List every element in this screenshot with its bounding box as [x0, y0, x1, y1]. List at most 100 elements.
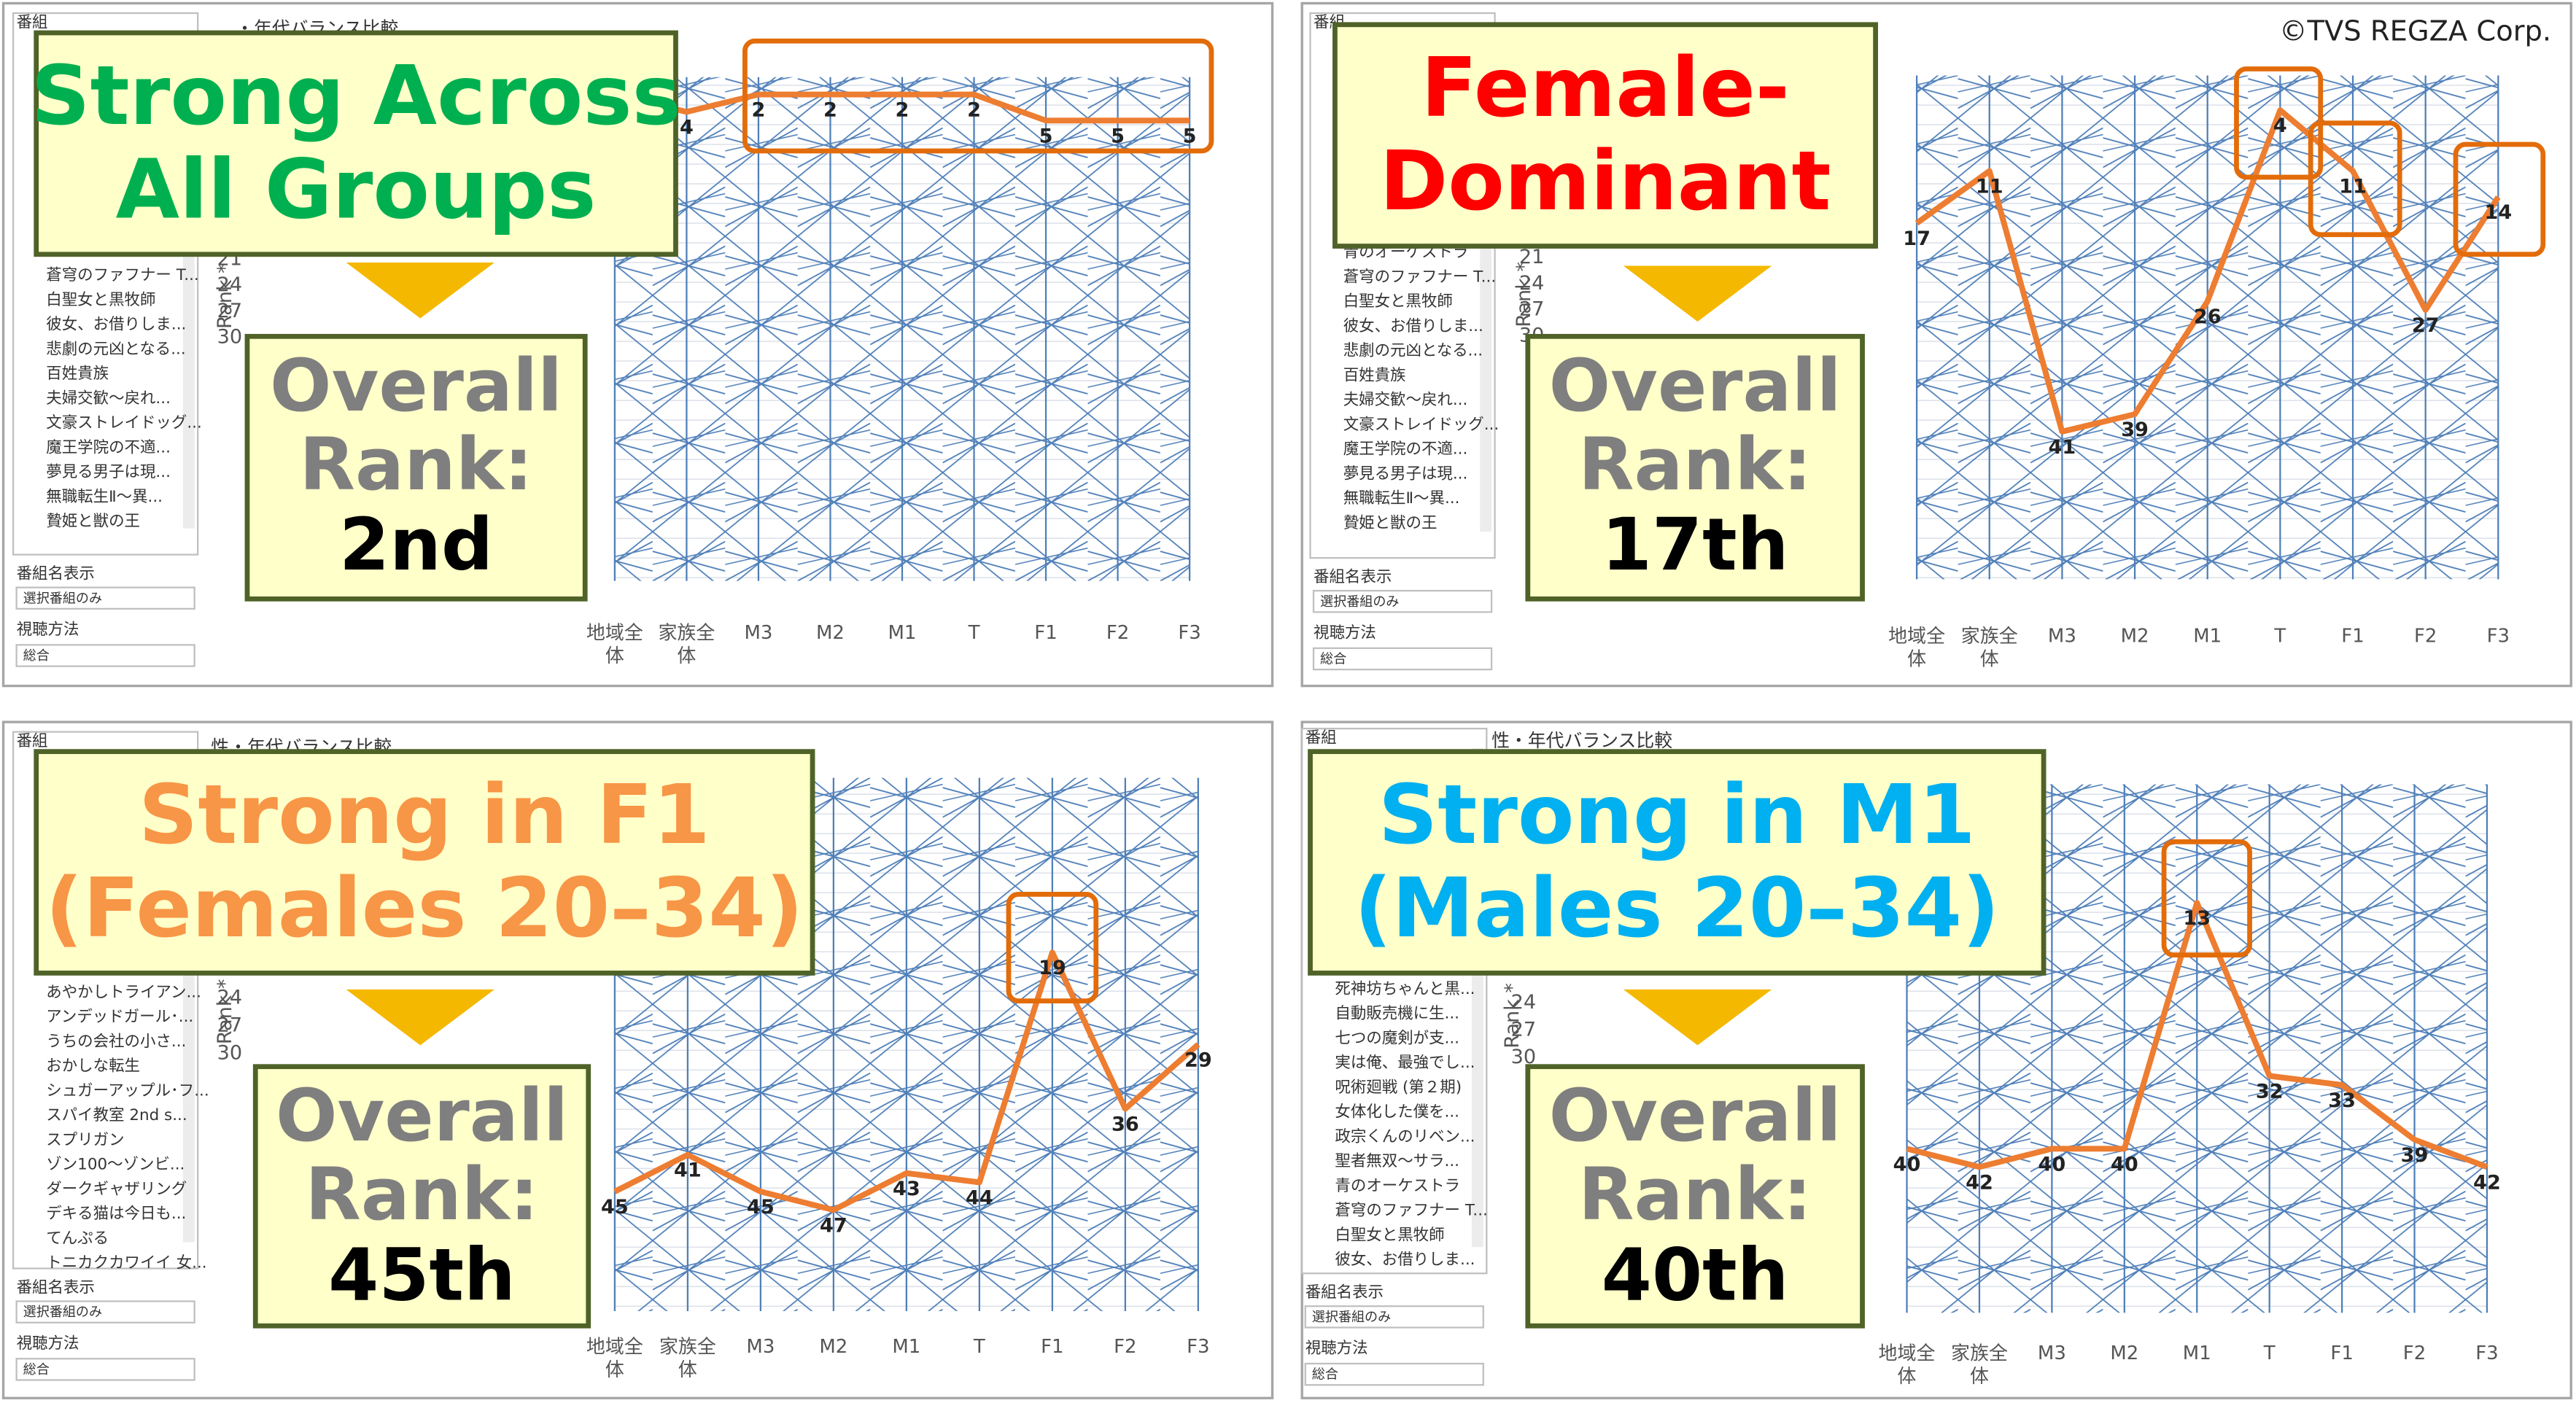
x-tick-label: F3 — [1187, 1336, 1209, 1358]
list-item: 魔王学院の不適... — [46, 438, 171, 456]
x-tick-label: M2 — [2121, 626, 2149, 648]
dropdown[interactable] — [1304, 1362, 1484, 1386]
x-tick-label: M3 — [744, 622, 772, 644]
list-item: 青のオーケストラ — [1335, 1177, 1460, 1195]
dropdown[interactable] — [15, 586, 195, 610]
list-item: ダークギャザリング — [46, 1180, 187, 1198]
callout — [34, 30, 678, 257]
list-item: 百姓貴族 — [1343, 366, 1406, 384]
dropdown-value: 選択番組のみ — [23, 591, 102, 606]
control-label: 視聴方法 — [17, 1334, 79, 1353]
y-tick-label: 21 — [1519, 246, 1544, 268]
list-item: あやかしトライアン... — [46, 983, 201, 1001]
value-label: 27 — [2412, 314, 2440, 337]
highlight-box — [742, 38, 1214, 154]
dropdown[interactable] — [1304, 1305, 1484, 1329]
value-label: 42 — [1966, 1171, 1993, 1194]
list-item: 夫婦交歓～戻れ... — [1343, 391, 1468, 409]
value-label: 32 — [2256, 1080, 2284, 1103]
list-item: 実は俺、最強でし... — [1335, 1054, 1475, 1072]
dropdown[interactable] — [1312, 647, 1493, 671]
rank-value: 40th — [1602, 1234, 1789, 1318]
x-tick-label-line: 体 — [1898, 1366, 1917, 1388]
dropdown[interactable] — [15, 1358, 195, 1381]
rank-value: 2nd — [339, 503, 493, 587]
x-tick-label-line: 地域全 — [1879, 1342, 1936, 1364]
highlight-box — [1006, 892, 1099, 1004]
rank-label: Rank: — [299, 423, 532, 507]
arrow — [1623, 989, 1772, 1046]
x-tick-label: M1 — [888, 622, 917, 644]
x-tick-label: T — [2273, 626, 2286, 648]
list-item: 政宗くんのリベン... — [1335, 1127, 1475, 1146]
y-axis-label: Rank * — [214, 979, 236, 1045]
callout-title: (Females 20–34) — [45, 860, 803, 956]
y-axis-label: Rank * — [214, 263, 236, 329]
callout — [1332, 22, 1878, 249]
rank-label: Rank: — [1578, 1153, 1812, 1237]
list-item: 文豪ストレイドッグ... — [1343, 416, 1500, 434]
highlight-box — [2453, 141, 2546, 257]
list-header: 番組 — [1306, 729, 1337, 747]
value-label: 45 — [601, 1196, 629, 1219]
x-tick-label: F3 — [2487, 626, 2510, 648]
rank-label: Overall — [1549, 344, 1842, 428]
value-label: 39 — [2401, 1144, 2429, 1167]
highlight-line — [1914, 107, 2501, 435]
chart-title: 性・年代バランス比較 — [1491, 730, 1672, 751]
value-label: 13 — [2183, 907, 2211, 930]
x-tick-label: F3 — [1178, 622, 1200, 644]
x-tick-label: M1 — [2183, 1342, 2211, 1364]
list-item: スパイ教室 2nd s... — [46, 1106, 187, 1124]
x-tick-label: M2 — [816, 622, 845, 644]
y-tick-label: 24 — [1519, 272, 1544, 295]
x-tick-label: T — [968, 622, 980, 644]
list-item: スプリガン — [46, 1131, 124, 1149]
dropdown[interactable] — [15, 644, 195, 667]
x-tick-label: M1 — [2193, 626, 2222, 648]
highlight-box — [2161, 839, 2252, 958]
value-label: 47 — [820, 1214, 847, 1237]
list-item: 悲劇の元凶となる... — [46, 340, 185, 358]
x-tick-label-line: 体 — [677, 645, 696, 667]
dropdown-value: 総合 — [1320, 652, 1346, 667]
dropdown[interactable] — [15, 1300, 195, 1324]
callout-title: All Groups — [116, 141, 597, 238]
dropdown-value: 総合 — [1312, 1367, 1338, 1383]
list-item: 魔王学院の不適... — [1343, 440, 1468, 459]
y-tick-label: 27 — [217, 300, 242, 322]
x-tick-label-line: 体 — [605, 645, 624, 667]
rank-label: Overall — [1549, 1074, 1842, 1158]
dropdown-value: 選択番組のみ — [23, 1305, 102, 1320]
list-header: 番組 — [17, 14, 48, 32]
callout-title: (Males 20–34) — [1354, 860, 2000, 956]
list-item: 夢見る男子は現... — [46, 463, 171, 481]
x-tick-label-line: 地域全 — [586, 1336, 643, 1358]
x-tick-label: 家族全体 — [658, 622, 715, 666]
value-label: 44 — [966, 1186, 993, 1209]
dropdown[interactable] — [1312, 589, 1493, 613]
value-label: 40 — [2111, 1153, 2138, 1175]
list-item: 蒼穹のファフナー T... — [46, 266, 198, 284]
control-label: 番組名表示 — [1306, 1283, 1384, 1302]
rank-callout — [252, 1064, 591, 1329]
value-label: 5 — [1183, 125, 1197, 147]
value-label: 17 — [1903, 228, 1931, 250]
copyright: ©TVS REGZA Corp. — [2279, 15, 2551, 48]
list-item: デキる猫は今日も... — [46, 1205, 186, 1223]
list-item: てんぷる — [46, 1229, 109, 1248]
x-tick-label-line: 家族全 — [1961, 626, 2018, 648]
list-item: 悲劇の元凶となる... — [1343, 342, 1483, 360]
x-tick-label: M3 — [2038, 1342, 2066, 1364]
list-item: トニカクカワイイ 女... — [46, 1254, 206, 1272]
list-item: 女体化した僕を... — [1335, 1103, 1459, 1122]
x-tick-label: F2 — [2414, 626, 2437, 648]
rank-label: Rank: — [305, 1153, 538, 1237]
callout-title: Strong in F1 — [139, 766, 710, 863]
list-item: 夫婦交歓～戻れ... — [46, 389, 171, 408]
list-item: 無職転生Ⅱ～異... — [1343, 489, 1460, 508]
list-item: 七つの魔剣が支... — [1335, 1029, 1459, 1047]
list-item: うちの会社の小さ... — [46, 1033, 186, 1051]
arrow — [346, 263, 494, 319]
value-label: 14 — [2484, 201, 2512, 224]
